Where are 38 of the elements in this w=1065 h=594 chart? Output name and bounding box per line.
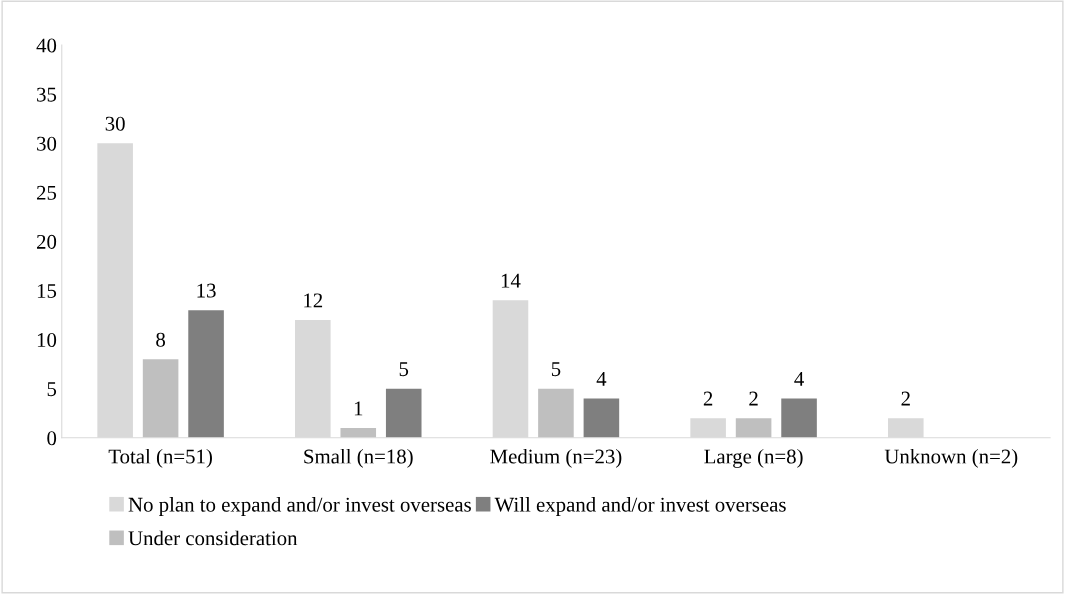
data-label: 5 [399, 362, 409, 377]
bar [583, 398, 620, 438]
data-label: 1 [354, 401, 363, 416]
y-tick-label: 5 [47, 382, 57, 397]
data-label: 2 [901, 391, 910, 406]
y-tick-label: 15 [37, 284, 57, 298]
bar [781, 398, 817, 438]
bar [538, 388, 574, 438]
data-label: 4 [794, 372, 804, 386]
data-label: 14 [501, 273, 521, 288]
bar [340, 427, 377, 438]
data-label: 8 [156, 332, 166, 347]
data-label: 4 [596, 372, 607, 386]
bar [735, 418, 772, 438]
bar [385, 388, 422, 438]
x-tick-label: Small (n=18) [304, 448, 413, 468]
x-tick-label: Unknown (n=2) [884, 448, 1018, 468]
data-label: 12 [304, 293, 323, 308]
data-label: 5 [551, 362, 561, 377]
y-tick-label: 10 [37, 332, 57, 348]
x-tick-label: Large (n=8) [704, 448, 803, 468]
legend-label: Will expand and/or invest overseas [494, 497, 786, 516]
x-tick-label: Total (n=51) [108, 448, 212, 468]
bar [188, 310, 224, 438]
y-tick-label: 0 [47, 431, 57, 446]
y-tick-label: 20 [36, 234, 57, 249]
bar [142, 359, 179, 438]
legend-label: Under consideration [128, 530, 298, 546]
data-label: 30 [105, 116, 125, 131]
data-label: 2 [703, 391, 713, 406]
legend-label: No plan to expand and/or invest overseas [128, 497, 471, 516]
data-label: 13 [197, 283, 216, 298]
y-tick-label: 40 [36, 38, 57, 53]
y-tick-label: 30 [37, 136, 57, 151]
y-tick-label: 35 [37, 87, 57, 102]
x-tick-label: Medium (n=23) [490, 448, 622, 468]
data-label: 2 [749, 391, 758, 406]
y-tick-label: 25 [36, 185, 57, 200]
